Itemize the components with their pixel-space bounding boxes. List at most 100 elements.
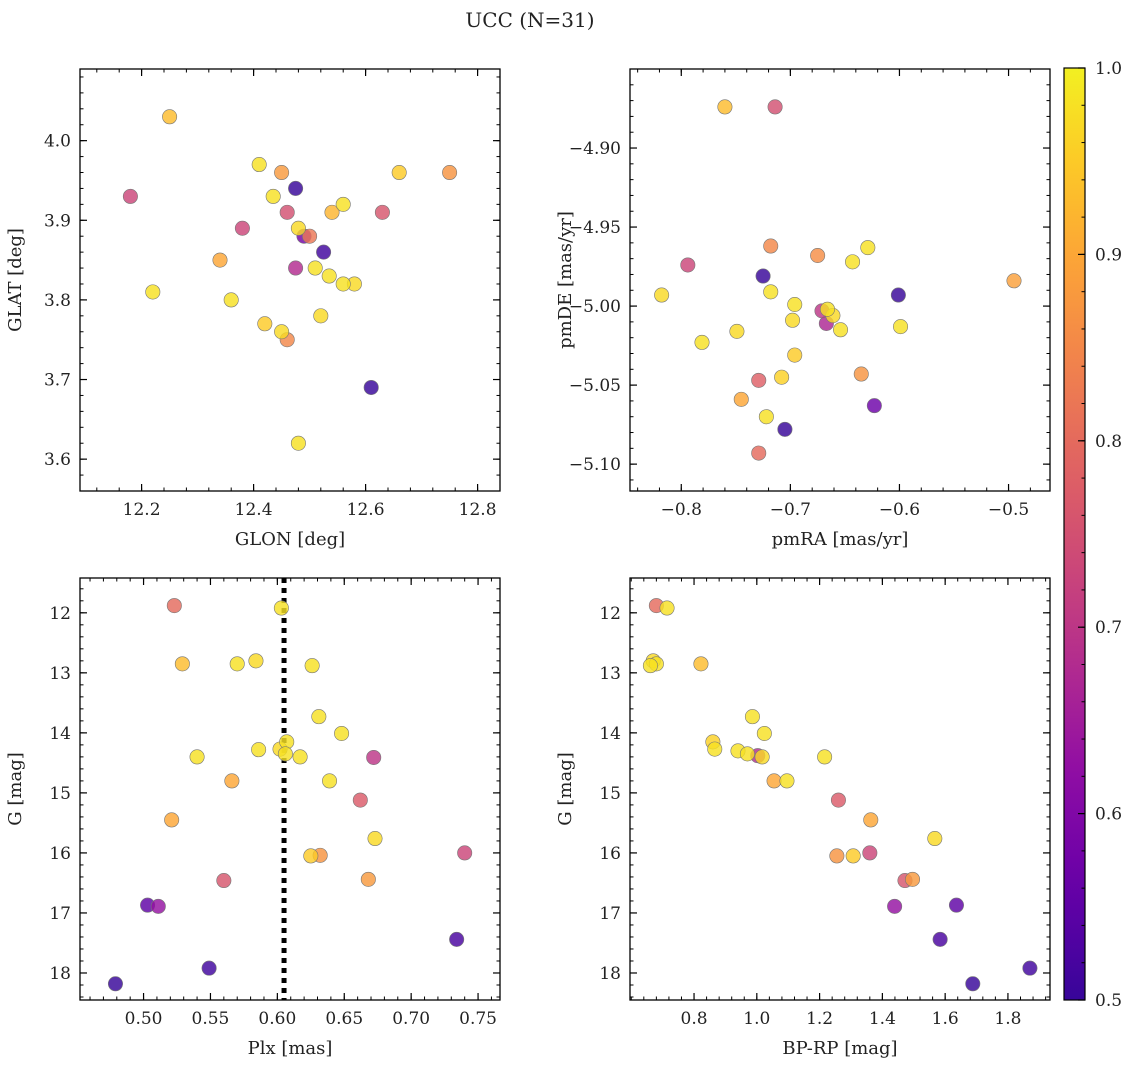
- x-tick-label: 1.2: [806, 1009, 833, 1029]
- data-point: [767, 99, 783, 115]
- data-point: [862, 845, 878, 861]
- data-point: [860, 240, 876, 256]
- colorbar: 0.5 0.6 0.7 0.8 0.9 1.0: [1063, 59, 1122, 1011]
- axes-frame: [79, 577, 501, 1001]
- major-ticks: [80, 69, 500, 491]
- data-point: [391, 165, 407, 181]
- y-tick-label: 17: [49, 904, 71, 924]
- x-tick-label: 0.8: [681, 1009, 708, 1029]
- data-point: [680, 257, 696, 273]
- data-point: [107, 976, 123, 992]
- x-tick-label: 0.55: [192, 1009, 230, 1029]
- data-point: [642, 658, 658, 674]
- data-point: [274, 324, 290, 340]
- data-point: [932, 931, 948, 947]
- data-point: [810, 248, 826, 264]
- data-point: [763, 284, 779, 300]
- scatter-panel-4: 0.8 1.0 1.2 1.4 1.6 1.8 12 13 14 15 16 17 18 BP-RP [m…: [555, 577, 1051, 1059]
- data-point: [290, 435, 306, 451]
- data-point: [265, 188, 281, 204]
- x-tick-label: 12.4: [235, 500, 273, 520]
- axes-frame: [629, 68, 1051, 492]
- minor-ticks: [630, 68, 1050, 491]
- y-tick-label: 15: [599, 784, 621, 804]
- data-point: [756, 725, 772, 741]
- data-point: [302, 228, 318, 244]
- data-point: [224, 773, 240, 789]
- data-point: [322, 773, 338, 789]
- data-point: [311, 709, 327, 725]
- data-point: [324, 204, 340, 220]
- y-tick-label: 3.7: [44, 371, 71, 391]
- data-point: [367, 831, 383, 847]
- y-tick-label: 12: [599, 604, 621, 624]
- axes-frame: [629, 577, 1051, 1001]
- colorbar-tick-label: 0.6: [1095, 805, 1122, 825]
- scatter-panel-1: 12.2 12.4 12.6 12.8 3.6 3.7 3.8 3.9 4.0 GLON [deg…: [5, 68, 501, 550]
- data-point: [290, 220, 306, 236]
- x-tick-label: 0.60: [258, 1009, 296, 1029]
- data-point: [729, 323, 745, 339]
- x-axis-label: pmRA [mas/yr]: [772, 529, 909, 550]
- y-tick-label: 13: [49, 664, 71, 684]
- data-point: [817, 749, 833, 765]
- data-point: [733, 391, 749, 407]
- data-point: [251, 742, 267, 758]
- data-point: [321, 268, 337, 284]
- axes-frame: [79, 68, 501, 492]
- data-point: [442, 165, 458, 181]
- data-point: [174, 656, 190, 672]
- data-point: [833, 322, 849, 338]
- data-point: [334, 725, 350, 741]
- data-point: [273, 600, 289, 616]
- data-point: [905, 871, 921, 887]
- data-point: [366, 749, 382, 765]
- data-point: [739, 746, 755, 762]
- data-points: [122, 109, 458, 451]
- data-point: [787, 347, 803, 363]
- y-tick-label: −4.90: [569, 139, 621, 159]
- data-point: [457, 845, 473, 861]
- data-point: [229, 656, 245, 672]
- data-point: [893, 319, 909, 335]
- y-tick-label: 4.0: [44, 132, 71, 152]
- y-axis-label: GLAT [deg]: [5, 228, 26, 332]
- y-tick-label: −5.10: [569, 455, 621, 475]
- data-point: [830, 792, 846, 808]
- colorbar-tick-label: 0.7: [1095, 618, 1122, 638]
- data-point: [890, 287, 906, 303]
- data-point: [744, 709, 760, 725]
- data-point: [335, 276, 351, 292]
- y-tick-label: 15: [49, 784, 71, 804]
- x-axis-label: Plx [mas]: [248, 1038, 333, 1059]
- data-point: [201, 960, 217, 976]
- data-point: [887, 898, 903, 914]
- data-point: [216, 873, 232, 889]
- x-tick-label: −0.8: [661, 500, 702, 520]
- x-tick-label: 0.70: [392, 1009, 430, 1029]
- x-tick-label: 1.0: [743, 1009, 770, 1029]
- data-point: [274, 165, 290, 181]
- data-point: [374, 204, 390, 220]
- data-point: [234, 220, 250, 236]
- scatter-panel-3: 0.50 0.55 0.60 0.65 0.70 0.75 12 13 14 15 16 17 18 Pl…: [5, 577, 501, 1059]
- data-point: [223, 292, 239, 308]
- data-point: [853, 366, 869, 382]
- y-tick-label: −5.00: [569, 297, 621, 317]
- data-point: [307, 260, 323, 276]
- data-point: [251, 157, 267, 173]
- major-ticks: [630, 578, 1050, 1000]
- data-point: [189, 749, 205, 765]
- data-point: [654, 287, 670, 303]
- data-point: [787, 296, 803, 312]
- data-point: [288, 180, 304, 196]
- colorbar-tick-label: 0.9: [1095, 245, 1122, 265]
- data-point: [257, 316, 273, 332]
- x-tick-label: 12.6: [347, 500, 385, 520]
- x-tick-label: 0.65: [325, 1009, 363, 1029]
- data-points: [654, 99, 1022, 461]
- data-point: [248, 653, 264, 669]
- y-tick-label: 18: [49, 964, 71, 984]
- major-ticks: [630, 69, 1050, 491]
- data-point: [774, 369, 790, 385]
